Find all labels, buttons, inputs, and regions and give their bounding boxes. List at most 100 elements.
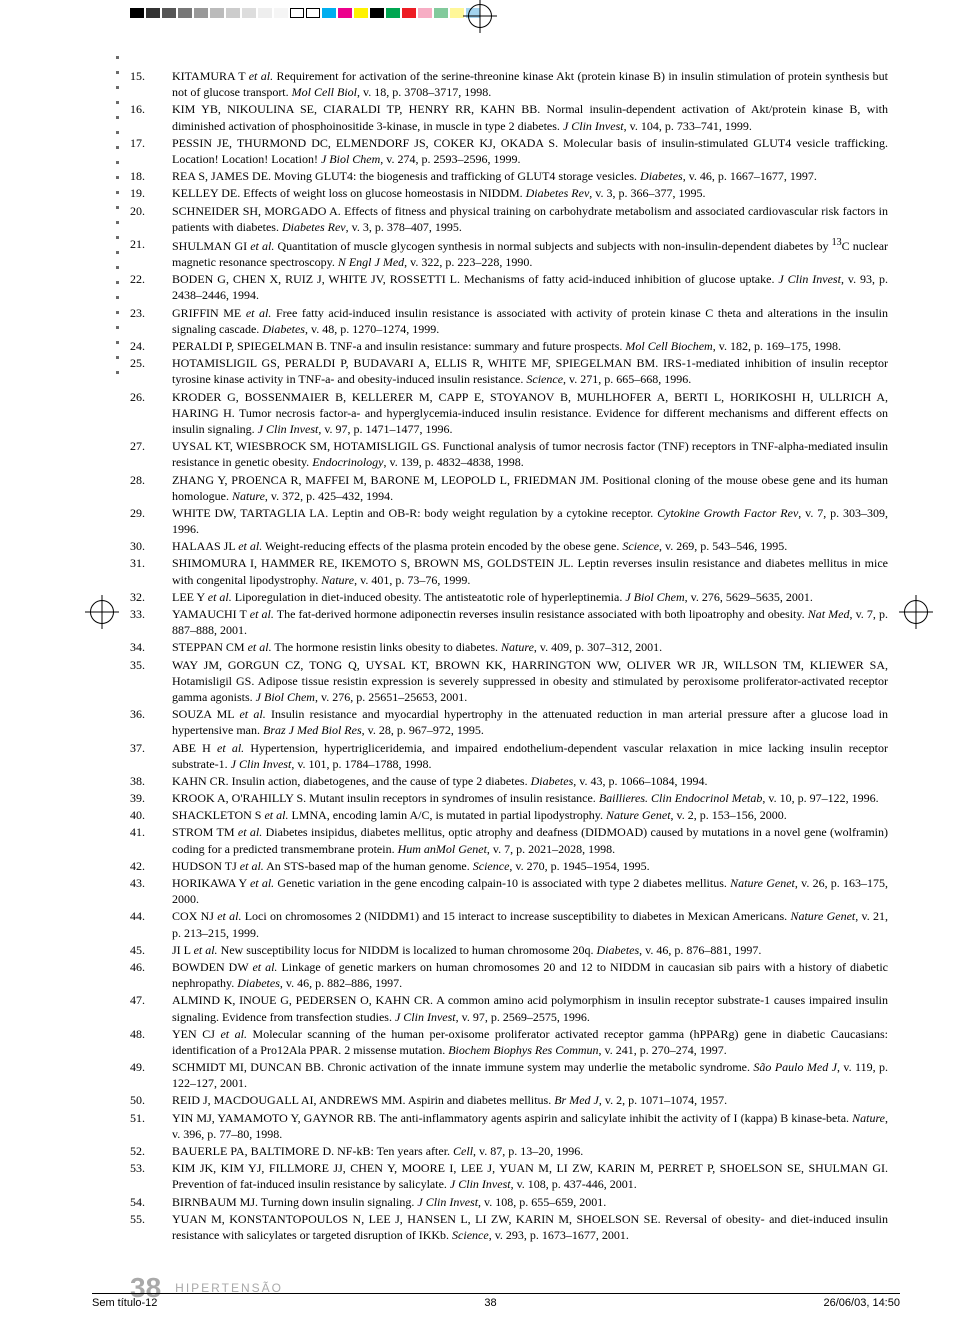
reference-text: HOTAMISLIGIL GS, PERALDI P, BUDAVARI A, …	[168, 355, 888, 387]
registration-mark-right	[904, 600, 928, 624]
reference-item: 31.SHIMOMURA I, HAMMER RE, IKEMOTO S, BR…	[130, 555, 888, 587]
crop-swatch	[258, 8, 272, 18]
reference-text: YAMAUCHI T et al. The fat-derived hormon…	[168, 606, 888, 638]
reference-item: 34.STEPPAN CM et al. The hormone resisti…	[130, 639, 888, 655]
reference-number: 40.	[130, 807, 168, 823]
imposition-filename: Sem título-12	[92, 1296, 157, 1311]
reference-item: 55.YUAN M, KONSTANTOPOULOS N, LEE J, HAN…	[130, 1211, 888, 1243]
reference-item: 51.YIN MJ, YAMAMOTO Y, GAYNOR RB. The an…	[130, 1110, 888, 1142]
reference-item: 26.KRODER G, BOSSENMAIER B, KELLERER M, …	[130, 389, 888, 438]
reference-item: 53.KIM JK, KIM YJ, FILLMORE JJ, CHEN Y, …	[130, 1160, 888, 1192]
reference-number: 48.	[130, 1026, 168, 1042]
reference-number: 54.	[130, 1194, 168, 1210]
reference-item: 15.KITAMURA T et al. Requirement for act…	[130, 68, 888, 100]
reference-text: JI L et al. New susceptibility locus for…	[168, 942, 888, 958]
imposition-page: 38	[484, 1296, 496, 1311]
reference-text: PESSIN JE, THURMOND DC, ELMENDORF JS, CO…	[168, 135, 888, 167]
reference-text: STEPPAN CM et al. The hormone resistin l…	[168, 639, 888, 655]
reference-number: 18.	[130, 168, 168, 184]
reference-text: BOWDEN DW et al. Linkage of genetic mark…	[168, 959, 888, 991]
reference-number: 33.	[130, 606, 168, 622]
reference-text: ABE H et al. Hypertension, hypertriglice…	[168, 740, 888, 772]
reference-item: 44.COX NJ et al. Loci on chromosomes 2 (…	[130, 908, 888, 940]
crop-swatch	[338, 8, 352, 18]
registration-mark-left	[90, 600, 114, 624]
left-margin-dots	[116, 56, 119, 374]
reference-text: KROOK A, O'RAHILLY S. Mutant insulin rec…	[168, 790, 888, 806]
reference-text: REA S, JAMES DE. Moving GLUT4: the bioge…	[168, 168, 888, 184]
reference-text: SOUZA ML et al. Insulin resistance and m…	[168, 706, 888, 738]
reference-number: 47.	[130, 992, 168, 1008]
reference-number: 55.	[130, 1211, 168, 1227]
reference-number: 37.	[130, 740, 168, 756]
reference-text: SCHNEIDER SH, MORGADO A. Effects of fitn…	[168, 203, 888, 235]
reference-item: 50.REID J, MACDOUGALL AI, ANDREWS MM. As…	[130, 1092, 888, 1108]
reference-number: 28.	[130, 472, 168, 488]
reference-number: 46.	[130, 959, 168, 975]
reference-text: LEE Y et al. Liporegulation in diet-indu…	[168, 589, 888, 605]
reference-text: KIM YB, NIKOULINA SE, CIARALDI TP, HENRY…	[168, 101, 888, 133]
reference-text: KITAMURA T et al. Requirement for activa…	[168, 68, 888, 100]
reference-number: 49.	[130, 1059, 168, 1075]
reference-text: YUAN M, KONSTANTOPOULOS N, LEE J, HANSEN…	[168, 1211, 888, 1243]
reference-number: 24.	[130, 338, 168, 354]
reference-item: 43.HORIKAWA Y et al. Genetic variation i…	[130, 875, 888, 907]
reference-item: 16.KIM YB, NIKOULINA SE, CIARALDI TP, HE…	[130, 101, 888, 133]
reference-text: SHIMOMURA I, HAMMER RE, IKEMOTO S, BROWN…	[168, 555, 888, 587]
reference-item: 45.JI L et al. New susceptibility locus …	[130, 942, 888, 958]
reference-text: SCHMIDT MI, DUNCAN BB. Chronic activatio…	[168, 1059, 888, 1091]
crop-swatch	[242, 8, 256, 18]
reference-item: 42.HUDSON TJ et al. An STS-based map of …	[130, 858, 888, 874]
reference-number: 36.	[130, 706, 168, 722]
reference-item: 37.ABE H et al. Hypertension, hypertrigl…	[130, 740, 888, 772]
reference-number: 53.	[130, 1160, 168, 1176]
reference-text: COX NJ et al. Loci on chromosomes 2 (NID…	[168, 908, 888, 940]
reference-number: 25.	[130, 355, 168, 371]
reference-number: 26.	[130, 389, 168, 405]
crop-swatch	[418, 8, 432, 18]
crop-swatch	[450, 8, 464, 18]
reference-text: PERALDI P, SPIEGELMAN B. TNF-a and insul…	[168, 338, 888, 354]
crop-swatch	[370, 8, 384, 18]
reference-item: 39.KROOK A, O'RAHILLY S. Mutant insulin …	[130, 790, 888, 806]
reference-item: 52.BAUERLE PA, BALTIMORE D. NF-kB: Ten y…	[130, 1143, 888, 1159]
reference-number: 21.	[130, 236, 168, 252]
reference-item: 30.HALAAS JL et al. Weight-reducing effe…	[130, 538, 888, 554]
reference-item: 36.SOUZA ML et al. Insulin resistance an…	[130, 706, 888, 738]
reference-number: 51.	[130, 1110, 168, 1126]
reference-text: WAY JM, GORGUN CZ, TONG Q, UYSAL KT, BRO…	[168, 657, 888, 706]
reference-item: 47.ALMIND K, INOUE G, PEDERSEN O, KAHN C…	[130, 992, 888, 1024]
reference-text: HALAAS JL et al. Weight-reducing effects…	[168, 538, 888, 554]
reference-item: 38.KAHN CR. Insulin action, diabetogenes…	[130, 773, 888, 789]
crop-swatch	[130, 8, 144, 18]
reference-number: 23.	[130, 305, 168, 321]
reference-number: 19.	[130, 185, 168, 201]
reference-number: 34.	[130, 639, 168, 655]
reference-number: 16.	[130, 101, 168, 117]
crop-swatch	[226, 8, 240, 18]
reference-item: 33.YAMAUCHI T et al. The fat-derived hor…	[130, 606, 888, 638]
reference-number: 41.	[130, 824, 168, 840]
reference-item: 35.WAY JM, GORGUN CZ, TONG Q, UYSAL KT, …	[130, 657, 888, 706]
reference-item: 23.GRIFFIN ME et al. Free fatty acid-ind…	[130, 305, 888, 337]
crop-swatch	[274, 8, 288, 18]
reference-number: 39.	[130, 790, 168, 806]
reference-list: 15.KITAMURA T et al. Requirement for act…	[130, 68, 888, 1243]
reference-item: 25.HOTAMISLIGIL GS, PERALDI P, BUDAVARI …	[130, 355, 888, 387]
crop-swatch	[290, 8, 304, 18]
reference-number: 38.	[130, 773, 168, 789]
reference-item: 40.SHACKLETON S et al. LMNA, encoding la…	[130, 807, 888, 823]
reference-text: HUDSON TJ et al. An STS-based map of the…	[168, 858, 888, 874]
reference-text: WHITE DW, TARTAGLIA LA. Leptin and OB-R:…	[168, 505, 888, 537]
crop-swatch	[402, 8, 416, 18]
reference-text: ALMIND K, INOUE G, PEDERSEN O, KAHN CR. …	[168, 992, 888, 1024]
reference-number: 35.	[130, 657, 168, 673]
reference-number: 17.	[130, 135, 168, 151]
reference-text: BIRNBAUM MJ. Turning down insulin signal…	[168, 1194, 888, 1210]
reference-item: 27.UYSAL KT, WIESBROCK SM, HOTAMISLIGIL …	[130, 438, 888, 470]
crop-swatch	[354, 8, 368, 18]
reference-item: 17.PESSIN JE, THURMOND DC, ELMENDORF JS,…	[130, 135, 888, 167]
reference-text: SHACKLETON S et al. LMNA, encoding lamin…	[168, 807, 888, 823]
reference-number: 43.	[130, 875, 168, 891]
reference-item: 48.YEN CJ et al. Molecular scanning of t…	[130, 1026, 888, 1058]
